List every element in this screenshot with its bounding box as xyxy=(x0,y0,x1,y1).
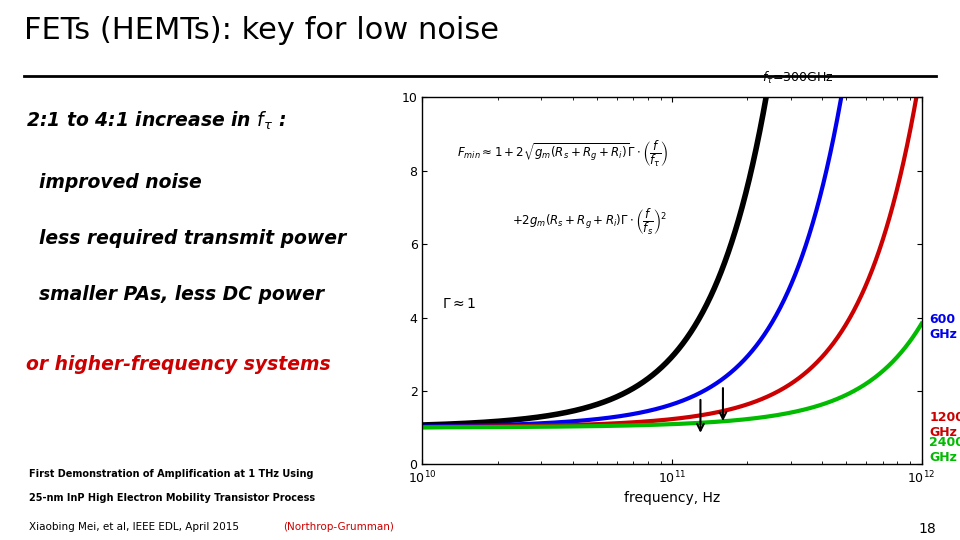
X-axis label: frequency, Hz: frequency, Hz xyxy=(624,491,720,505)
Text: 2400
GHz: 2400 GHz xyxy=(929,436,960,464)
Text: FETs (HEMTs): key for low noise: FETs (HEMTs): key for low noise xyxy=(24,16,499,45)
Text: Xiaobing Mei, et al, IEEE EDL, April 2015: Xiaobing Mei, et al, IEEE EDL, April 201… xyxy=(29,522,242,532)
Text: 18: 18 xyxy=(919,522,936,536)
Text: 1200
GHz: 1200 GHz xyxy=(929,410,960,438)
Text: $+2g_m(R_s+R_g+R_i)\Gamma \cdot \left(\dfrac{f}{f_s}\right)^2$: $+2g_m(R_s+R_g+R_i)\Gamma \cdot \left(\d… xyxy=(513,207,667,237)
Text: First Demonstration of Amplification at 1 THz Using: First Demonstration of Amplification at … xyxy=(29,469,313,479)
Text: 2:1 to 4:1 increase in $f_\tau$ :: 2:1 to 4:1 increase in $f_\tau$ : xyxy=(26,109,286,132)
Text: $\Gamma \approx 1$: $\Gamma \approx 1$ xyxy=(443,298,477,312)
Text: 25-nm InP High Electron Mobility Transistor Process: 25-nm InP High Electron Mobility Transis… xyxy=(29,493,315,503)
Text: improved noise: improved noise xyxy=(26,172,202,192)
Text: $f_\tau$=300GHz: $f_\tau$=300GHz xyxy=(762,70,833,86)
Text: smaller PAs, less DC power: smaller PAs, less DC power xyxy=(26,285,324,304)
Text: (Northrop-Grumman): (Northrop-Grumman) xyxy=(283,522,394,532)
Text: 600
GHz: 600 GHz xyxy=(929,313,957,341)
Text: $F_{min} \approx 1+2\sqrt{g_m(R_s+R_g+R_i)}\Gamma \cdot \left(\dfrac{f}{f_\tau}\: $F_{min} \approx 1+2\sqrt{g_m(R_s+R_g+R_… xyxy=(457,139,668,169)
Text: or higher-frequency systems: or higher-frequency systems xyxy=(26,355,330,374)
Text: less required transmit power: less required transmit power xyxy=(26,228,346,248)
